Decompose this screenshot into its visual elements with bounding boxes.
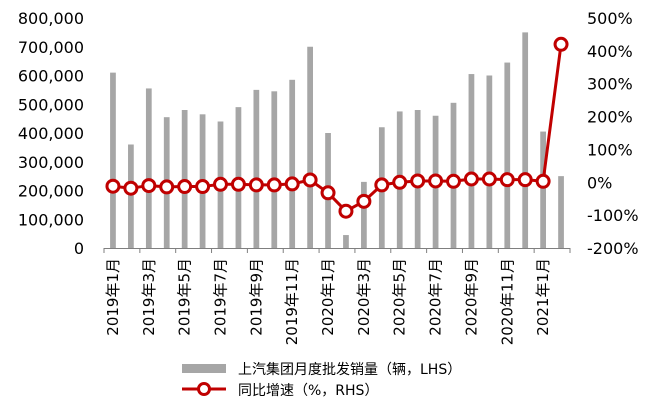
x-tick-label: 2020年11月: [498, 258, 516, 345]
line-point: [177, 179, 193, 195]
right-tick-label: 200%: [587, 108, 633, 127]
x-tick-label: 2019年9月: [247, 258, 265, 336]
bar: [253, 89, 260, 249]
left-tick-label: 100,000: [18, 210, 84, 229]
line-point: [463, 171, 479, 187]
x-tick-label: 2019年11月: [283, 258, 301, 345]
bar: [128, 144, 134, 248]
line-point: [195, 179, 211, 195]
left-axis: 0 100,000 200,000 300,000 400,000 500,000 600,…: [18, 9, 84, 258]
line-point: [266, 177, 282, 193]
right-tick-label: -100%: [587, 206, 639, 225]
line-point: [248, 177, 264, 193]
line-point: [553, 36, 569, 52]
left-tick-label: 200,000: [18, 182, 84, 201]
bar-series: [110, 32, 564, 249]
line-point: [123, 180, 139, 196]
bar: [540, 131, 546, 248]
line-point: [374, 177, 390, 193]
bar: [110, 72, 116, 249]
bar: [181, 110, 188, 248]
line-point: [302, 172, 318, 188]
bar: [271, 91, 278, 248]
bar: [522, 32, 529, 249]
left-tick-label: 400,000: [18, 124, 84, 143]
x-tick-label: 2019年7月: [212, 258, 230, 336]
line-point: [338, 203, 354, 219]
line-point: [356, 193, 372, 209]
right-tick-label: 0%: [587, 173, 612, 192]
line-point: [481, 171, 497, 187]
line-point: [392, 174, 408, 190]
right-tick-label: 500%: [587, 9, 633, 28]
line-point: [410, 173, 426, 189]
bar: [558, 176, 564, 249]
x-tick-label: 2020年1月: [319, 258, 337, 336]
x-tick-label: 2020年7月: [427, 258, 445, 336]
left-tick-label: 700,000: [18, 38, 84, 57]
left-tick-label: 300,000: [18, 153, 84, 172]
left-tick-label: 800,000: [18, 9, 84, 28]
x-tick-label: 2020年3月: [355, 258, 373, 336]
line-point: [320, 185, 336, 201]
line-point: [499, 172, 515, 188]
line-point: [230, 176, 246, 192]
x-tick-label: 2019年3月: [140, 258, 158, 336]
bar: [361, 181, 367, 249]
right-tick-label: 100%: [587, 140, 633, 159]
bar: [486, 75, 493, 248]
left-tick-label: 600,000: [18, 67, 84, 86]
x-tick-label: 2020年5月: [391, 258, 409, 336]
line-point: [141, 178, 157, 194]
line-point: [517, 172, 533, 188]
right-tick-label: -200%: [587, 239, 639, 258]
line-point: [428, 173, 444, 189]
line-point: [105, 178, 121, 194]
right-tick-label: 400%: [587, 42, 633, 61]
left-tick-label: 500,000: [18, 95, 84, 114]
line-point: [213, 176, 228, 192]
line-point: [446, 173, 461, 189]
legend-line-marker: [197, 382, 211, 396]
legend-line-label: 同比增速（%，RHS）: [238, 383, 378, 399]
bar: [289, 79, 296, 248]
bar: [307, 46, 313, 248]
bar: [468, 74, 475, 248]
line-point: [159, 179, 175, 195]
legend-bar-swatch: [182, 364, 226, 373]
line-series: [105, 36, 569, 219]
right-tick-label: 300%: [587, 75, 633, 94]
line-point: [284, 176, 300, 192]
left-tick-label: 0: [74, 239, 84, 258]
legend-bar-label: 上汽集团月度批发销量（辆，LHS）: [238, 361, 461, 378]
x-tick-label: 2019年5月: [176, 258, 194, 336]
bar: [504, 62, 511, 249]
x-tick-label: 2020年9月: [462, 258, 480, 336]
bar: [343, 235, 349, 248]
right-axis: -200% -100% 0% 100% 200% 300% 400% 500%: [587, 9, 639, 258]
bar: [145, 88, 152, 248]
x-tick-label: 2019年1月: [104, 258, 122, 336]
line-point: [535, 173, 551, 189]
x-tick-label: 2021年1月: [534, 258, 552, 336]
x-axis: 2019年1月 2019年3月 2019年5月 2019年7月 2019年9月 2019年…: [103, 248, 571, 345]
legend: 上汽集团月度批发销量（辆，LHS） 同比增速（%，RHS）: [182, 361, 461, 399]
